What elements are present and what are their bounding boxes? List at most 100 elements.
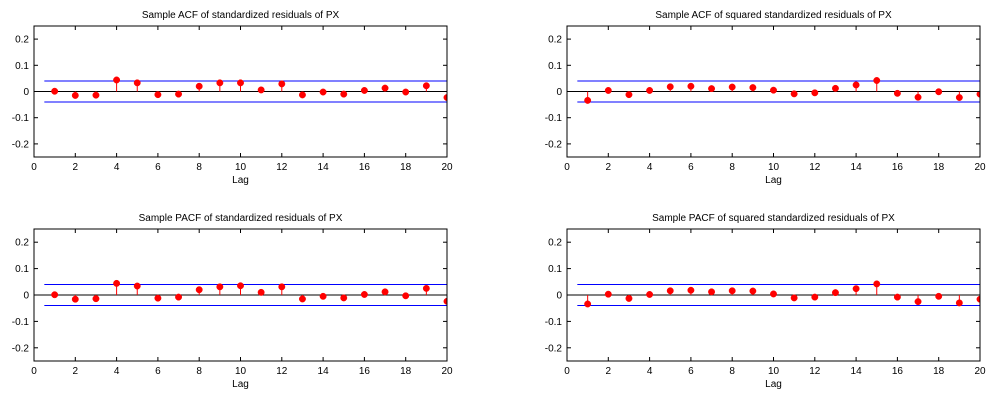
- x-tick-label: 20: [441, 162, 453, 173]
- marker-lag-13: [832, 289, 839, 297]
- marker-lag-1: [584, 96, 592, 104]
- x-tick-label: 10: [768, 162, 780, 173]
- marker-lag-3: [625, 294, 633, 302]
- x-tick-label: 20: [974, 366, 986, 377]
- marker-lag-10: [770, 290, 777, 298]
- x-tick-label: 6: [155, 366, 161, 377]
- x-axis-label: Lag: [765, 175, 782, 186]
- marker-lag-12: [811, 89, 819, 97]
- x-tick-label: 4: [114, 366, 120, 377]
- x-tick-label: 4: [647, 366, 653, 377]
- y-tick-label: 0.1: [15, 61, 29, 72]
- marker-lag-10: [770, 86, 777, 94]
- plot-area: [567, 229, 980, 308]
- marker-lag-16: [360, 291, 368, 298]
- y-tick-label: -0.2: [12, 343, 30, 354]
- marker-lag-16: [893, 89, 901, 97]
- y-tick-label: -0.1: [545, 317, 563, 328]
- x-tick-label: 12: [276, 162, 288, 173]
- x-tick-label: 12: [809, 162, 821, 173]
- y-tick-label: 0.2: [15, 238, 29, 249]
- marker-lag-10: [237, 282, 244, 290]
- marker-lag-13: [299, 295, 306, 303]
- marker-lag-19: [955, 299, 963, 307]
- marker-lag-1: [51, 87, 59, 95]
- x-axis-label: Lag: [232, 175, 249, 186]
- chart-panel-1: Sample ACF of standardized residuals of …: [12, 10, 453, 186]
- x-tick-label: 0: [31, 162, 37, 173]
- x-tick-label: 2: [606, 162, 612, 173]
- marker-lag-7: [708, 85, 715, 93]
- marker-lag-9: [749, 287, 757, 295]
- x-tick-label: 16: [359, 366, 371, 377]
- marker-lag-2: [71, 91, 79, 99]
- x-tick-label: 8: [196, 162, 202, 173]
- plot-area: [34, 229, 447, 307]
- y-tick-label: 0: [556, 291, 562, 302]
- marker-lag-19: [422, 82, 430, 90]
- marker-lag-12: [811, 293, 819, 301]
- x-tick-label: 10: [235, 366, 247, 377]
- marker-lag-6: [154, 91, 162, 99]
- marker-lag-6: [687, 286, 695, 294]
- chart-title: Sample PACF of squared standardized resi…: [652, 213, 895, 224]
- x-tick-label: 18: [400, 162, 412, 173]
- y-tick-label: 0.1: [548, 264, 562, 275]
- marker-lag-3: [92, 91, 100, 99]
- marker-lag-5: [133, 282, 141, 290]
- marker-lag-1: [51, 291, 59, 299]
- plot-area: [34, 26, 447, 103]
- marker-lag-15: [340, 294, 348, 302]
- marker-lag-11: [790, 90, 798, 98]
- x-tick-label: 16: [892, 162, 904, 173]
- marker-lag-7: [175, 293, 183, 301]
- x-tick-label: 14: [318, 162, 330, 173]
- y-tick-label: -0.1: [12, 317, 30, 328]
- x-tick-label: 20: [441, 366, 453, 377]
- x-tick-label: 8: [729, 366, 735, 377]
- y-tick-label: 0: [23, 291, 29, 302]
- x-tick-label: 6: [688, 366, 694, 377]
- marker-lag-19: [422, 284, 430, 292]
- marker-lag-11: [790, 294, 798, 302]
- x-tick-label: 2: [73, 366, 79, 377]
- marker-lag-18: [402, 292, 410, 300]
- x-tick-label: 12: [809, 366, 821, 377]
- marker-lag-9: [216, 79, 224, 87]
- x-tick-label: 8: [196, 366, 202, 377]
- marker-lag-4: [113, 279, 121, 287]
- marker-lag-12: [278, 80, 286, 88]
- marker-lag-14: [319, 292, 327, 300]
- marker-lag-5: [666, 83, 674, 91]
- marker-lag-18: [935, 88, 943, 96]
- x-tick-label: 2: [73, 162, 79, 173]
- x-tick-label: 2: [606, 366, 612, 377]
- marker-lag-3: [625, 91, 633, 99]
- marker-lag-6: [154, 294, 162, 302]
- x-tick-label: 18: [400, 366, 412, 377]
- x-axis-label: Lag: [232, 379, 249, 390]
- marker-lag-14: [319, 88, 327, 96]
- marker-lag-3: [92, 295, 100, 303]
- marker-lag-7: [708, 288, 715, 296]
- y-tick-label: 0: [23, 87, 29, 98]
- marker-lag-17: [914, 298, 922, 306]
- chart-title: Sample ACF of standardized residuals of …: [142, 10, 340, 21]
- marker-lag-16: [893, 293, 901, 301]
- x-axis-label: Lag: [765, 379, 782, 390]
- marker-lag-9: [749, 84, 757, 92]
- marker-lag-14: [852, 285, 860, 293]
- marker-lag-13: [832, 84, 839, 92]
- marker-lag-7: [175, 90, 183, 98]
- plot-area: [567, 26, 980, 104]
- chart-title: Sample PACF of standardized residuals of…: [139, 213, 343, 224]
- x-tick-label: 16: [892, 366, 904, 377]
- y-tick-label: -0.1: [545, 113, 563, 124]
- y-tick-label: 0.2: [548, 35, 562, 46]
- marker-lag-10: [237, 79, 244, 87]
- x-tick-label: 18: [933, 162, 945, 173]
- marker-lag-6: [687, 82, 695, 90]
- chart-panel-3: Sample PACF of standardized residuals of…: [12, 213, 453, 390]
- marker-lag-8: [728, 287, 736, 295]
- y-tick-label: -0.1: [12, 113, 30, 124]
